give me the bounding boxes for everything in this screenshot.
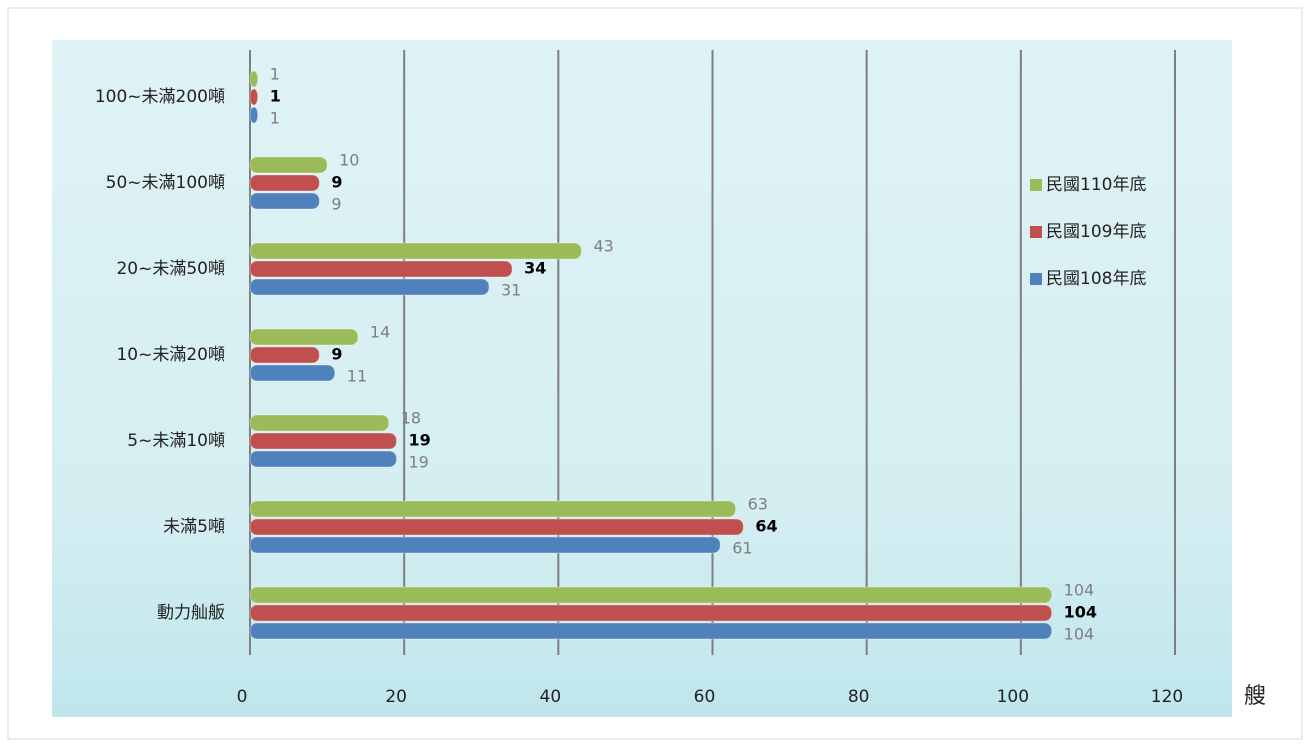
- legend-label: 民國108年底: [1046, 269, 1146, 289]
- plot-background: [52, 40, 1232, 717]
- x-tick-label: 60: [694, 687, 716, 707]
- value-label: 34: [524, 259, 546, 278]
- value-label: 10: [339, 151, 359, 170]
- value-label: 104: [1064, 581, 1095, 600]
- bar: [249, 622, 1053, 640]
- bar: [249, 328, 359, 346]
- value-label: 43: [593, 237, 613, 256]
- x-tick-label: 20: [385, 687, 407, 707]
- bar: [249, 364, 336, 382]
- value-label: 104: [1064, 625, 1095, 644]
- legend-swatch: [1030, 226, 1042, 238]
- x-tick-label: 40: [540, 687, 562, 707]
- x-axis-unit: 艘: [1244, 684, 1266, 709]
- legend-label: 民國109年底: [1046, 222, 1146, 242]
- value-label: 11: [347, 367, 367, 386]
- y-tick-label: 5~未滿10噸: [127, 431, 225, 451]
- value-label: 19: [408, 453, 428, 472]
- bar: [249, 192, 320, 210]
- bar: [249, 450, 397, 468]
- x-tick-label: 120: [1151, 687, 1183, 707]
- value-label: 9: [331, 345, 342, 364]
- bar: [249, 70, 259, 88]
- y-tick-label: 10~未滿20噸: [116, 345, 225, 365]
- y-tick-label: 20~未滿50噸: [116, 259, 225, 279]
- legend-swatch: [1030, 179, 1042, 191]
- value-label: 18: [401, 409, 421, 428]
- bar: [249, 88, 259, 106]
- y-tick-label: 100~未滿200噸: [95, 87, 225, 107]
- bar: [249, 586, 1053, 604]
- y-tick-label: 動力舢舨: [157, 603, 225, 623]
- value-label: 1: [270, 109, 280, 128]
- bar: [249, 500, 737, 518]
- x-tick-label: 80: [848, 687, 870, 707]
- value-label: 104: [1064, 603, 1097, 622]
- y-tick-label: 50~未滿100噸: [106, 173, 225, 193]
- bar: [249, 414, 390, 432]
- bar: [249, 260, 513, 278]
- y-tick-label: 未滿5噸: [163, 517, 225, 537]
- value-label: 1: [270, 65, 280, 84]
- legend-label: 民國110年底: [1046, 175, 1146, 195]
- x-tick-label: 0: [237, 687, 248, 707]
- bar: [249, 106, 259, 124]
- value-label: 14: [370, 323, 390, 342]
- value-label: 63: [748, 495, 768, 514]
- legend-swatch: [1030, 273, 1042, 285]
- bar: [249, 242, 582, 260]
- bar: [249, 174, 320, 192]
- bar: [249, 536, 721, 554]
- x-tick-label: 100: [997, 687, 1029, 707]
- bar: [249, 518, 744, 536]
- bar: [249, 432, 397, 450]
- bar: [249, 346, 320, 364]
- value-label: 1: [270, 87, 281, 106]
- bar: [249, 156, 328, 174]
- value-label: 64: [755, 517, 777, 536]
- value-label: 61: [732, 539, 752, 558]
- value-label: 9: [331, 195, 341, 214]
- value-label: 31: [501, 281, 521, 300]
- bar: [249, 278, 490, 296]
- value-label: 19: [408, 431, 430, 450]
- bar: [249, 604, 1053, 622]
- value-label: 9: [331, 173, 342, 192]
